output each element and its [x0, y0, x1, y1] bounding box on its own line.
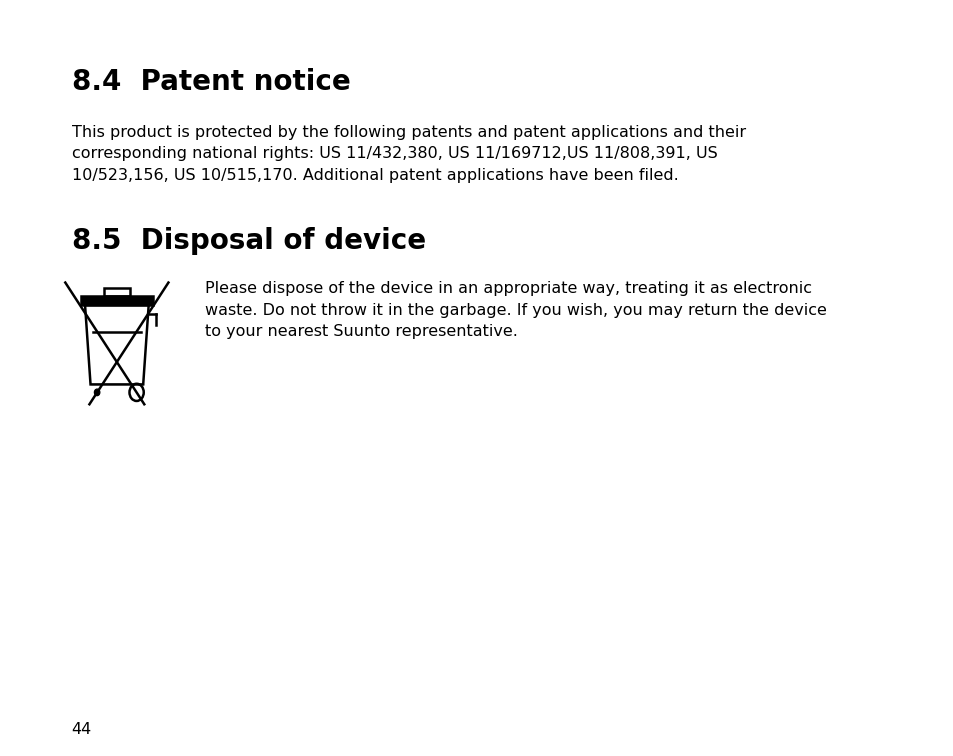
Polygon shape: [81, 296, 152, 305]
Circle shape: [94, 389, 100, 395]
Text: 8.5  Disposal of device: 8.5 Disposal of device: [71, 227, 425, 255]
Text: 8.4  Patent notice: 8.4 Patent notice: [71, 68, 350, 96]
Text: 44: 44: [71, 722, 91, 737]
Text: This product is protected by the following patents and patent applications and t: This product is protected by the followi…: [71, 125, 745, 183]
Text: Please dispose of the device in an appropriate way, treating it as electronic
wa: Please dispose of the device in an appro…: [205, 281, 826, 339]
